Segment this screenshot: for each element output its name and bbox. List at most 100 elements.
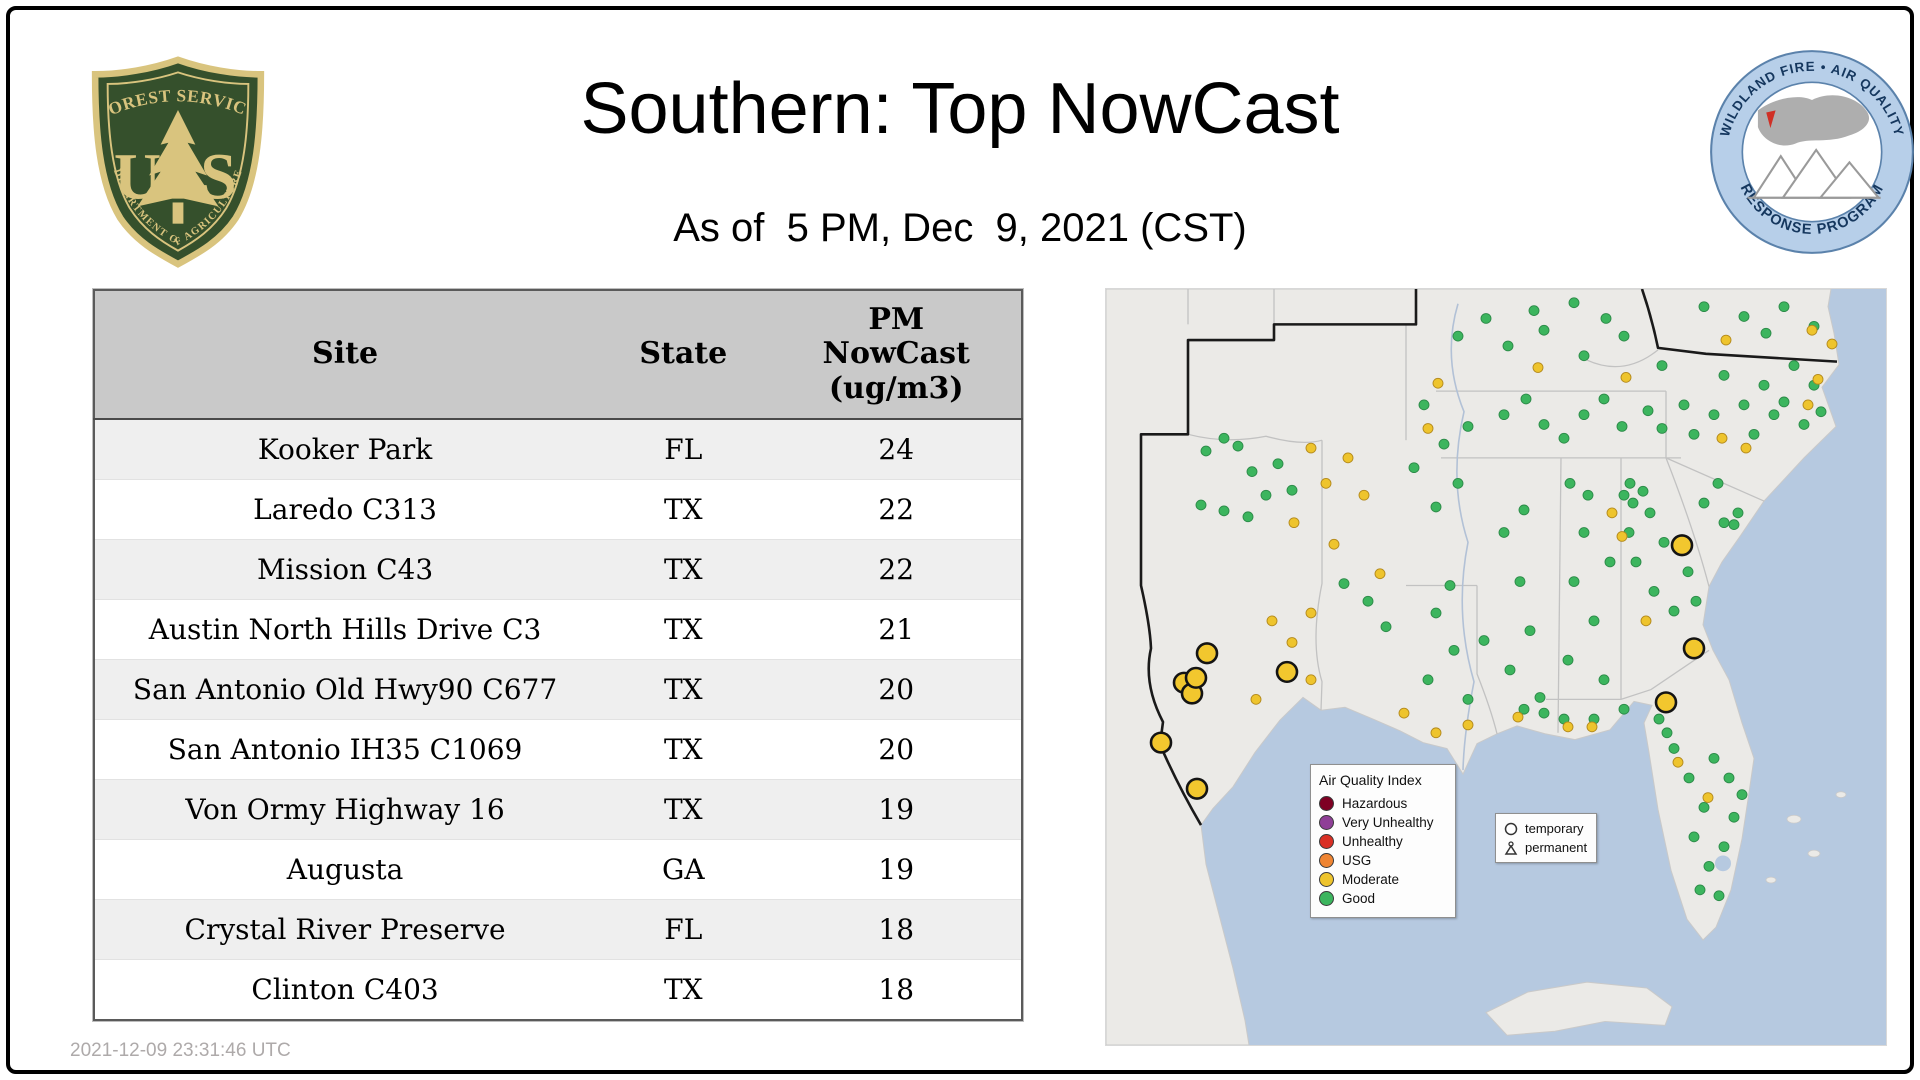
state-cell: TX [595,959,772,1021]
monitor-dot [1195,499,1207,511]
monitor-dot [1418,399,1430,411]
monitor-dot-temporary [1654,691,1678,714]
monitor-dot [1802,399,1814,411]
monitor-dot [1630,556,1642,568]
monitor-dot [1760,327,1772,339]
monitor-dot [1538,419,1550,430]
monitor-dot [1398,707,1410,719]
site-cell: Augusta [94,839,596,900]
monitor-dot [1616,531,1628,542]
monitor-dot [1690,595,1702,607]
pm-value-cell: 20 [771,659,1022,720]
monitor-dot [1815,406,1827,418]
monitor-dot [1462,694,1474,705]
monitor-dot [1672,756,1684,768]
monitor-dot [1286,484,1298,496]
monitor-dot [1728,519,1740,530]
monitor-dot [1703,860,1715,872]
monitor-dot [1246,466,1258,477]
aqi-legend-label: Hazardous [1342,796,1408,811]
monitor-dot [1452,330,1464,342]
monitor-dot [1736,789,1748,800]
monitor-dot [1520,393,1532,405]
marker-legend-row-permanent: permanent [1503,838,1589,857]
monitor-dot [1606,507,1618,519]
monitor-dot [1578,350,1590,362]
monitor-dot [1462,421,1474,432]
nowcast-table: Site State PM NowCast (ug/m3) Kooker Park F… [93,289,1023,1021]
temporary-marker-icon [1504,822,1518,835]
aqi-legend-label: Moderate [1342,872,1400,887]
monitor-dot [1430,501,1442,513]
forest-service-logo: FOREST SERVICE DEPARTMENT OF AGRICULTURE… [80,56,265,268]
cuba-shape [1485,981,1673,1036]
monitor-dot [1668,743,1680,754]
monitor-dot [1618,703,1630,715]
monitor-dot [1538,324,1550,336]
monitor-dot [1718,370,1730,381]
monitor-dot [1826,338,1838,350]
monitor-dot [1713,890,1725,902]
monitor-dot [1305,674,1317,686]
page-subtitle: As of 5 PM, Dec 9, 2021 (CST) [673,206,1247,250]
aqi-legend-item: Unhealthy [1319,832,1447,851]
monitor-dot [1598,674,1610,686]
monitor-dot [1668,605,1680,617]
monitor-dot [1618,330,1630,342]
aqi-swatch-icon [1319,815,1334,830]
monitor-dot [1358,489,1370,501]
monitor-dot [1266,615,1278,627]
state-cell: TX [595,659,772,720]
monitor-dot [1618,489,1630,501]
monitor-dot [1812,373,1824,385]
table-row: San Antonio IH35 C1069 TX 20 [94,719,1022,780]
monitor-dot-temporary [1149,731,1173,754]
monitor-dot [1748,428,1760,440]
monitor-dot [1798,419,1810,430]
permanent-marker-icon [1504,840,1518,855]
monitor-dot [1682,566,1694,578]
fs-logo-letter-u: U [114,142,161,214]
monitor-dot [1578,527,1590,538]
monitor-dot [1422,674,1434,686]
site-cell: Von Ormy Highway 16 [94,779,596,840]
aqi-legend-item: Very Unhealthy [1319,813,1447,832]
site-cell: Crystal River Preserve [94,899,596,960]
monitor-dot [1716,432,1728,444]
aqi-legend-items: Hazardous Very Unhealthy Unhealthy USG Moder… [1319,794,1447,908]
monitor-dot [1524,625,1536,637]
monitor-dot [1768,409,1780,421]
site-cell: Mission C43 [94,539,596,600]
monitor-dot [1778,301,1790,313]
pm-value-cell: 18 [771,899,1022,960]
monitor-dot [1656,423,1668,434]
monitor-dot [1305,442,1317,454]
monitor-dot [1718,517,1730,529]
region-border [1139,289,1838,826]
site-cell: San Antonio Old Hwy90 C677 [94,659,596,720]
monitor-dot [1653,713,1665,725]
state-cell: TX [595,779,772,840]
monitor-dot [1624,478,1636,489]
monitor-dot [1250,694,1262,705]
aqi-legend: Air Quality Index Hazardous Very Unhealth… [1310,764,1456,918]
monitor-dot [1640,615,1652,627]
monitor-dot [1740,442,1752,454]
state-cell: TX [595,719,772,780]
aqi-swatch-icon [1319,853,1334,868]
wfaqrp-logo: WILDLAND FIRE • AIR QUALITY RESPONSE PRO… [1710,50,1914,254]
site-cell: San Antonio IH35 C1069 [94,719,596,780]
table-row: Clinton C403 TX 18 [94,959,1022,1021]
aqi-legend-title: Air Quality Index [1319,772,1422,788]
marker-type-legend: temporary permanent [1495,813,1597,863]
monitor-dot [1374,568,1386,580]
monitor-dot [1272,458,1284,470]
table-row: Kooker Park FL 24 [94,419,1022,480]
monitor-dot [1260,489,1272,501]
monitor-dot [1661,727,1673,739]
monitor-dot [1616,421,1628,432]
monitor-dot [1380,621,1392,633]
table-row: Crystal River Preserve FL 18 [94,899,1022,960]
site-cell: Clinton C403 [94,959,596,1021]
monitor-dot [1432,377,1444,389]
